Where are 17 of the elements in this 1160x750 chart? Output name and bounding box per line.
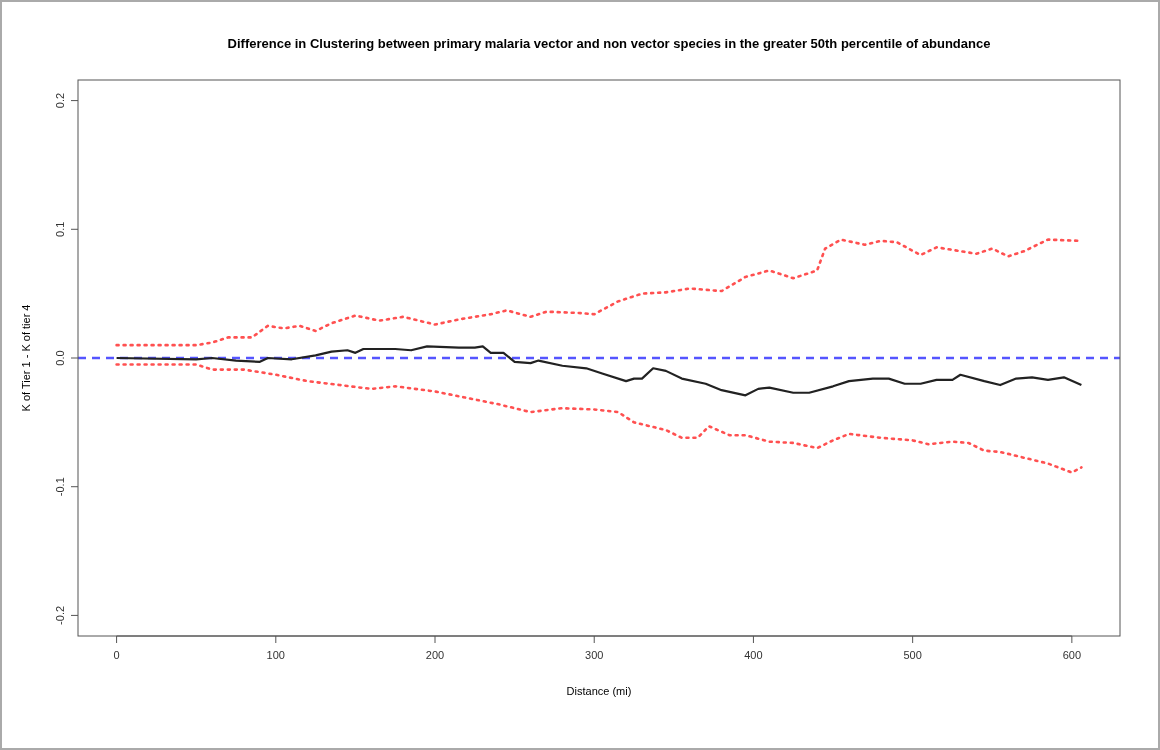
y-tick-label: -0.2 <box>54 605 66 625</box>
y-tick-label: -0.1 <box>54 477 66 497</box>
y-tick-label: 0.1 <box>54 221 66 237</box>
x-tick-label: 500 <box>903 649 922 661</box>
x-tick-label: 0 <box>113 649 120 661</box>
x-tick-label: 300 <box>585 649 604 661</box>
x-tick-label: 100 <box>266 649 285 661</box>
x-tick-label: 400 <box>744 649 763 661</box>
y-tick-label: 0.0 <box>54 350 66 366</box>
y-axis-title: K of Tier 1 - K of tier 4 <box>20 304 32 412</box>
line-series <box>115 345 1083 397</box>
x-tick-label: 600 <box>1062 649 1082 661</box>
chart-title: Difference in Clustering between primary malaria vector and non vector species in the greater 50th percentile of abundance <box>227 36 991 51</box>
x-tick-label: 200 <box>425 649 445 661</box>
x-axis-title: Distance (mi) <box>566 685 632 697</box>
line-series <box>115 363 1083 474</box>
y-tick-label: 0.2 <box>54 92 66 109</box>
